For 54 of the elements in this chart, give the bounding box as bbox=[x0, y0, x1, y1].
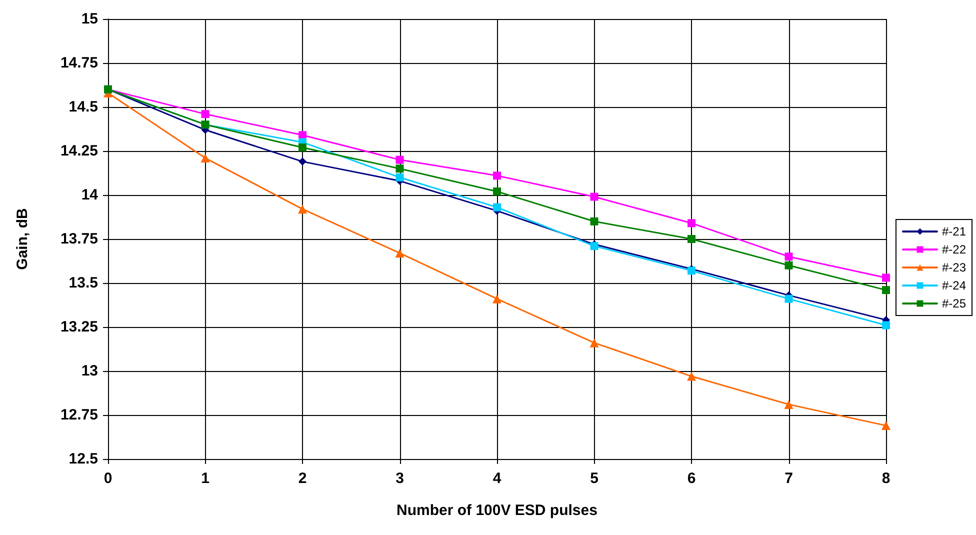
y-tick-label: 13.75 bbox=[60, 230, 98, 248]
point bbox=[784, 294, 793, 303]
legend-label: #-22 bbox=[942, 242, 966, 256]
point bbox=[784, 252, 793, 261]
x-tick-label: 3 bbox=[396, 470, 404, 487]
point bbox=[493, 172, 501, 180]
point bbox=[590, 217, 598, 226]
point bbox=[882, 286, 890, 294]
point bbox=[492, 294, 502, 304]
y-tick-label: 12.75 bbox=[60, 406, 98, 424]
x-tick-label: 7 bbox=[784, 470, 793, 487]
point bbox=[688, 235, 696, 243]
x-tick-label: 2 bbox=[298, 470, 307, 487]
point bbox=[590, 338, 599, 348]
point bbox=[396, 173, 404, 182]
legend-label: #-24 bbox=[942, 278, 966, 292]
point bbox=[396, 156, 404, 164]
y-tick-label: 15 bbox=[81, 10, 98, 28]
point bbox=[201, 110, 210, 118]
y-tick-label: 14.75 bbox=[60, 54, 98, 72]
point bbox=[590, 192, 598, 201]
y-tick-label: 12.5 bbox=[68, 450, 98, 468]
point bbox=[298, 158, 306, 166]
point bbox=[688, 219, 696, 228]
point bbox=[784, 400, 794, 409]
x-tick-label: 8 bbox=[882, 470, 890, 487]
x-tick-label: 0 bbox=[104, 470, 112, 487]
point bbox=[395, 248, 404, 258]
legend-label: #-25 bbox=[942, 296, 966, 310]
x-axis-title: Number of 100V ESD pulses bbox=[396, 502, 598, 519]
y-tick-label: 13.5 bbox=[68, 274, 98, 292]
x-tick-label: 4 bbox=[492, 470, 502, 487]
x-tick-label: 1 bbox=[201, 470, 210, 487]
y-tick-label: 13 bbox=[81, 362, 98, 380]
x-tick-label: 6 bbox=[687, 470, 696, 487]
y-axis-title: Gain, dB bbox=[14, 208, 31, 270]
point bbox=[882, 321, 890, 330]
legend-label: #-23 bbox=[942, 260, 966, 274]
point bbox=[298, 204, 307, 214]
point bbox=[396, 164, 404, 173]
y-tick-label: 14 bbox=[81, 186, 99, 204]
point bbox=[882, 421, 890, 430]
y-tick-label: 14.5 bbox=[68, 98, 98, 116]
legend-label: #-21 bbox=[942, 224, 966, 238]
point bbox=[687, 372, 696, 381]
point bbox=[882, 274, 890, 282]
point bbox=[784, 261, 793, 270]
y-tick-label: 14.25 bbox=[60, 142, 98, 160]
point bbox=[493, 187, 501, 196]
point bbox=[298, 143, 306, 152]
y-tick-label: 13.25 bbox=[60, 318, 98, 336]
point bbox=[200, 154, 210, 163]
point bbox=[493, 203, 501, 212]
x-tick-label: 5 bbox=[590, 470, 598, 487]
